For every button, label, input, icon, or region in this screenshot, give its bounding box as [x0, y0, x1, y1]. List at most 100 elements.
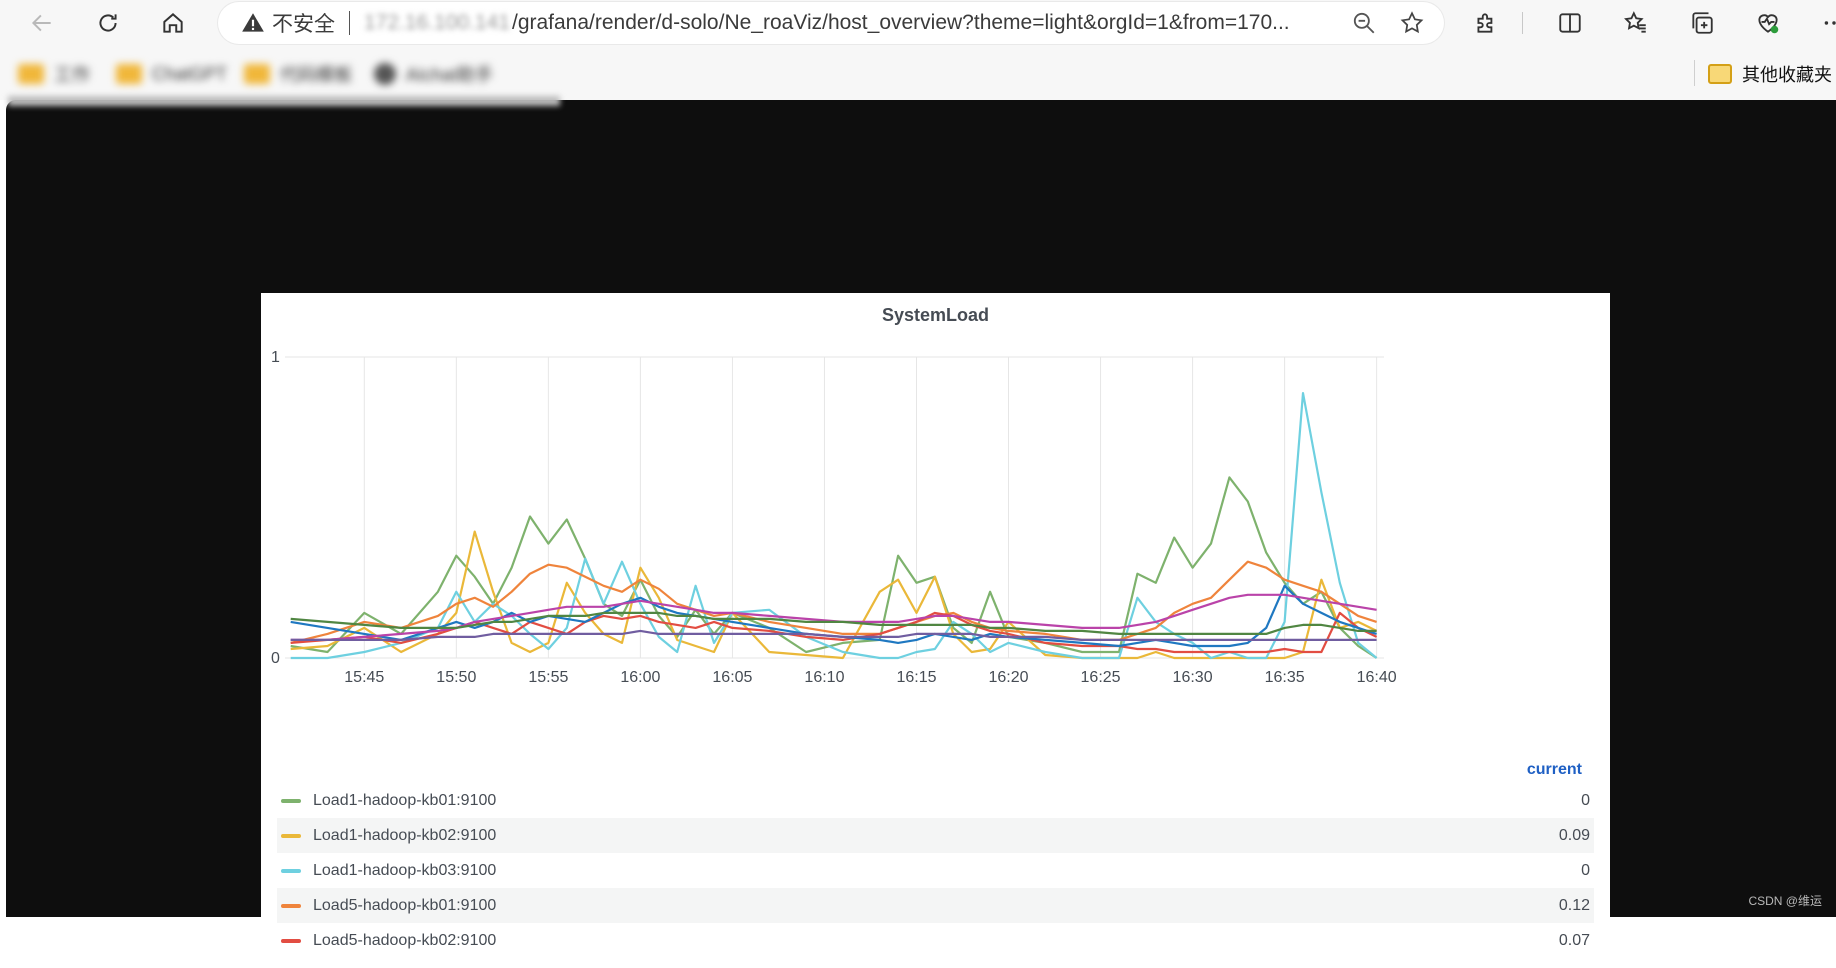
- x-tick-label: 16:25: [1081, 669, 1121, 686]
- x-tick-label: 16:05: [712, 669, 752, 686]
- folder-icon: [116, 64, 142, 84]
- address-separator: [349, 11, 350, 35]
- legend-series-name[interactable]: Load5-hadoop-kb02:9100: [313, 931, 497, 949]
- bookmark-item-4[interactable]: AIchat助手: [374, 60, 493, 88]
- reload-button[interactable]: [88, 4, 128, 42]
- legend-rows: Load1-hadoop-kb01:9100 0 Load1-hadoop-kb02…: [277, 783, 1594, 958]
- legend-row[interactable]: Load1-hadoop-kb02:9100 0.09: [277, 818, 1594, 853]
- x-tick-label: 16:35: [1265, 669, 1305, 686]
- panel-title: SystemLoad: [881, 305, 990, 325]
- legend-current-value: 0: [1581, 791, 1590, 809]
- series-line-load1-hadoop-kb02-9100: [290, 530, 1378, 660]
- x-tick-label: 16:20: [988, 669, 1028, 686]
- legend-row[interactable]: Load5-hadoop-kb01:9100 0.12: [277, 888, 1594, 923]
- address-host[interactable]: 172.16.100.141: [364, 11, 510, 34]
- bookmark-label: 代码模板: [280, 65, 352, 85]
- folder-icon: [244, 64, 270, 84]
- legend-row[interactable]: Load5-hadoop-kb02:9100 0.07: [277, 923, 1594, 958]
- y-tick-label: 1: [271, 349, 280, 366]
- legend-row[interactable]: Load1-hadoop-kb03:9100 0: [277, 853, 1594, 888]
- bookmark-item-1[interactable]: 工作: [18, 60, 90, 88]
- series-line-load15-hadoop-kb02-9100: [290, 629, 1377, 641]
- series-line-load15-hadoop-kb03-9100: [290, 611, 1377, 635]
- legend-swatch: [281, 868, 301, 873]
- line-chart[interactable]: 01 15:45 15:50 15:55 16:00 16:05 16:10 16:15 16…: [261, 293, 1610, 763]
- back-arrow-icon: [31, 14, 51, 32]
- series-line-load1-hadoop-kb03-9100: [290, 392, 1378, 660]
- legend-current-value: 0.09: [1558, 826, 1590, 844]
- favorite-button[interactable]: [1392, 3, 1432, 43]
- x-tick-label: 16:40: [1357, 669, 1397, 686]
- y-axis: 01: [271, 349, 280, 667]
- series-line-load1-hadoop-kb01-9100: [290, 476, 1378, 659]
- legend-swatch: [281, 833, 301, 838]
- legend-series-name[interactable]: Load1-hadoop-kb01:9100: [313, 791, 497, 809]
- legend-current-value: 0.07: [1558, 931, 1590, 949]
- home-button[interactable]: [153, 4, 193, 42]
- star-icon: [1400, 11, 1424, 34]
- collections-button[interactable]: [1680, 4, 1724, 42]
- legend-row[interactable]: Load1-hadoop-kb01:9100 0: [277, 783, 1594, 818]
- favorites-star-icon: [1624, 11, 1646, 33]
- split-screen-button[interactable]: [1548, 4, 1592, 42]
- folder-icon: [18, 64, 44, 84]
- bookmarks-bar: 工作 ChatGPT 代码模板 AIchat助手 其他收藏夹: [0, 46, 1836, 100]
- favorites-button[interactable]: [1614, 4, 1658, 42]
- bookmark-label: AIchat助手: [406, 65, 494, 85]
- back-button[interactable]: [22, 4, 62, 42]
- address-bar[interactable]: 不安全 172.16.100.141 /grafana/render/d-sol…: [218, 2, 1444, 44]
- browser-essentials-button[interactable]: [1746, 4, 1790, 42]
- chart-series: [290, 392, 1378, 660]
- legend-series-name[interactable]: Load1-hadoop-kb02:9100: [313, 826, 497, 844]
- more-dots-icon: [1824, 21, 1836, 25]
- x-tick-label: 16:10: [804, 669, 844, 686]
- legend-swatch: [281, 798, 301, 803]
- zoom-out-icon: [1353, 12, 1375, 34]
- globe-icon: [374, 63, 396, 85]
- x-axis: 15:45 15:50 15:55 16:00 16:05 16:10 16:15 16:20…: [344, 669, 1396, 686]
- collections-icon: [1692, 12, 1713, 34]
- bookmarks-divider: [1694, 60, 1695, 86]
- security-label[interactable]: 不安全: [272, 13, 335, 36]
- legend-series-name[interactable]: Load1-hadoop-kb03:9100: [313, 861, 497, 879]
- other-favorites-label: 其他收藏夹: [1742, 65, 1832, 86]
- bookmark-item-2[interactable]: ChatGPT: [116, 60, 227, 88]
- heart-pulse-icon: [1758, 14, 1779, 34]
- legend-current-header[interactable]: current: [1526, 761, 1582, 778]
- x-tick-label: 16:00: [620, 669, 660, 686]
- x-tick-label: 15:45: [344, 669, 384, 686]
- watermark: CSDN @维运: [1748, 894, 1822, 908]
- split-screen-icon: [1559, 13, 1581, 33]
- y-tick-label: 0: [271, 650, 280, 667]
- series-line-load5-hadoop-kb03-9100: [290, 584, 1377, 648]
- folder-icon: [1708, 64, 1732, 84]
- warning-icon[interactable]: [240, 10, 266, 36]
- blurred-region: [8, 96, 560, 106]
- reload-icon: [99, 14, 117, 32]
- bookmark-label: 工作: [54, 65, 90, 85]
- bookmark-item-3[interactable]: 代码模板: [244, 60, 352, 88]
- more-options-button[interactable]: [1812, 4, 1836, 42]
- x-tick-label: 15:55: [528, 669, 568, 686]
- x-tick-label: 15:50: [436, 669, 476, 686]
- zoom-out-button[interactable]: [1344, 3, 1384, 43]
- series-line-load15-hadoop-kb01-9100: [290, 593, 1377, 641]
- other-favorites-folder[interactable]: 其他收藏夹: [1708, 60, 1832, 88]
- toolbar-divider: [1522, 12, 1523, 34]
- legend-current-value: 0.12: [1558, 896, 1590, 914]
- legend-swatch: [281, 903, 301, 908]
- address-path[interactable]: /grafana/render/d-solo/Ne_roaViz/host_ov…: [511, 11, 1290, 34]
- extensions-button[interactable]: [1464, 4, 1508, 42]
- legend-current-value: 0: [1581, 861, 1590, 879]
- legend-swatch: [281, 938, 301, 943]
- bookmark-label: ChatGPT: [152, 63, 228, 84]
- puzzle-icon: [1477, 13, 1493, 33]
- home-icon: [163, 13, 183, 33]
- x-tick-label: 16:15: [896, 669, 936, 686]
- x-tick-label: 16:30: [1173, 669, 1213, 686]
- browser-toolbar: 不安全 172.16.100.141 /grafana/render/d-sol…: [0, 0, 1836, 46]
- legend-series-name[interactable]: Load5-hadoop-kb01:9100: [313, 896, 497, 914]
- chart-grid: [285, 356, 1384, 659]
